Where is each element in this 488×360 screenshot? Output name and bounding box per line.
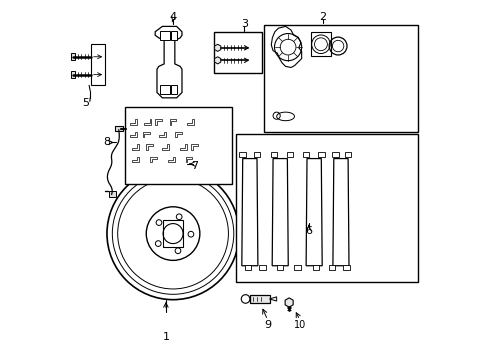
Polygon shape	[214, 44, 221, 51]
Polygon shape	[163, 220, 183, 247]
Bar	[317, 152, 324, 157]
Polygon shape	[285, 298, 293, 307]
Bar	[214, 32, 262, 73]
Polygon shape	[214, 57, 221, 64]
Bar	[239, 152, 245, 157]
Bar	[249, 295, 269, 303]
Text: 5: 5	[82, 98, 89, 108]
Bar	[244, 265, 251, 270]
Bar	[70, 53, 75, 60]
Polygon shape	[269, 297, 276, 301]
Text: 2: 2	[319, 12, 326, 22]
Bar	[171, 31, 177, 40]
Bar	[270, 152, 276, 157]
Bar	[115, 126, 123, 131]
Bar	[109, 191, 116, 197]
Text: 1: 1	[162, 332, 169, 342]
Bar	[235, 134, 417, 282]
Text: 3: 3	[241, 18, 247, 28]
Text: 8: 8	[103, 138, 110, 148]
Bar	[343, 265, 349, 270]
Text: 9: 9	[264, 320, 271, 330]
Bar	[160, 85, 169, 94]
Text: 4: 4	[169, 12, 176, 22]
Bar	[259, 265, 265, 270]
Bar	[91, 44, 105, 85]
Bar	[276, 265, 283, 270]
Bar	[302, 152, 308, 157]
Text: 10: 10	[293, 320, 305, 330]
Bar	[253, 152, 260, 157]
Text: 7: 7	[190, 161, 198, 171]
Bar	[328, 265, 335, 270]
Bar	[160, 31, 169, 40]
Bar	[344, 152, 350, 157]
Bar	[286, 152, 293, 157]
Bar	[310, 32, 331, 56]
Bar	[312, 265, 319, 270]
Bar	[124, 107, 231, 184]
Bar	[70, 71, 75, 78]
Bar	[294, 265, 300, 270]
Bar	[264, 24, 417, 132]
Text: 6: 6	[305, 226, 312, 236]
Bar	[332, 152, 338, 157]
Bar	[171, 85, 177, 94]
